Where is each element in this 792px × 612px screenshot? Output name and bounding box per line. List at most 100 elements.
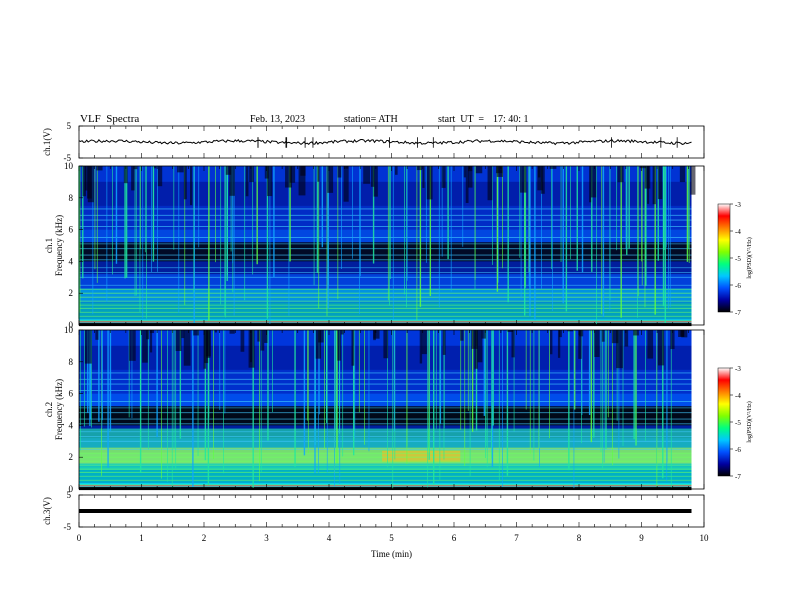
low-power-patch — [463, 166, 467, 178]
start-label: start UT = — [438, 114, 485, 125]
low-power-patch — [442, 330, 446, 355]
low-power-patch — [337, 166, 342, 178]
x-tick-label: 8 — [577, 533, 582, 543]
enhanced-band — [382, 450, 461, 462]
low-power-patch — [289, 166, 296, 183]
colorbar-tick-label: -6 — [735, 282, 741, 290]
low-power-patch — [540, 166, 545, 194]
low-power-patch — [460, 330, 464, 341]
colorbar-tick-label: -3 — [735, 365, 741, 373]
low-power-patch — [567, 330, 574, 332]
waveform-3 — [79, 494, 692, 528]
low-power-patch — [340, 330, 344, 335]
station-label: station= ATH — [344, 114, 398, 125]
low-power-patch — [123, 166, 128, 184]
x-tick-label: 1 — [139, 533, 144, 543]
date-label: Feb. 13, 2023 — [250, 114, 305, 125]
low-power-patch — [481, 330, 486, 339]
x-tick-label: 7 — [514, 533, 519, 543]
low-power-patch — [370, 166, 375, 187]
low-power-patch — [468, 166, 473, 172]
low-power-patch — [519, 166, 527, 193]
low-power-patch — [558, 330, 562, 338]
low-power-patch — [249, 166, 254, 183]
y-tick-label: -5 — [64, 522, 72, 532]
frequency-band — [79, 205, 692, 230]
low-power-patch — [647, 330, 654, 359]
x-tick-label: 2 — [202, 533, 207, 543]
low-freq-band — [79, 323, 692, 327]
frequency-band — [79, 393, 692, 407]
y-tick-label: 6 — [69, 389, 74, 399]
low-power-patch — [285, 166, 293, 188]
low-power-patch — [345, 166, 349, 169]
low-power-patch — [249, 330, 252, 363]
low-power-patch — [82, 166, 87, 197]
low-power-patch — [373, 330, 376, 341]
y-tick-label: 5 — [67, 121, 72, 131]
low-power-patch — [343, 166, 349, 202]
low-power-patch — [421, 330, 427, 355]
low-power-patch — [142, 330, 148, 363]
low-power-patch — [240, 330, 245, 352]
low-power-patch — [678, 330, 685, 338]
low-power-patch — [373, 166, 378, 197]
low-power-patch — [441, 166, 446, 188]
x-tick-label: 10 — [700, 533, 710, 543]
y-tick-label: 2 — [69, 288, 74, 298]
y-axis-label: ch.3(V) — [42, 497, 52, 525]
low-power-patch — [260, 330, 265, 351]
low-power-patch — [264, 166, 269, 179]
low-power-patch — [131, 166, 135, 191]
y-axis-channel-label: ch.2 — [44, 402, 54, 417]
y-tick-label: 2 — [69, 452, 74, 462]
y-axis-label: Frequency (kHz) — [54, 379, 64, 440]
low-power-patch — [426, 166, 433, 200]
low-power-patch — [153, 166, 157, 169]
low-power-patch — [149, 330, 153, 353]
low-power-patch — [416, 166, 423, 171]
low-power-patch — [468, 166, 473, 188]
y-axis-label: Frequency (kHz) — [54, 215, 64, 276]
y-tick-label: 0 — [69, 320, 74, 330]
low-power-patch — [267, 166, 273, 197]
low-power-patch — [511, 330, 515, 358]
colorbar-tick-label: -6 — [735, 446, 741, 454]
low-power-patch — [95, 330, 99, 340]
low-power-patch — [507, 330, 514, 333]
low-power-patch — [373, 330, 380, 339]
colorbar — [717, 367, 731, 477]
chart-title: VLF Spectra — [80, 113, 140, 125]
low-power-patch — [422, 166, 425, 188]
low-power-patch — [419, 330, 423, 364]
low-power-patch — [639, 166, 647, 169]
frequency-band — [79, 274, 692, 289]
y-tick-label: 4 — [69, 256, 74, 266]
x-tick-label: 4 — [327, 533, 332, 543]
frequency-band — [79, 302, 692, 319]
y-tick-label: 0 — [69, 484, 74, 494]
low-power-patch — [157, 166, 163, 187]
y-tick-label: 10 — [64, 325, 74, 335]
colorbar-tick-label: -5 — [735, 255, 741, 263]
low-power-patch — [214, 330, 217, 333]
low-power-patch — [315, 330, 322, 359]
low-power-patch — [465, 166, 469, 203]
low-power-patch — [337, 330, 341, 361]
low-power-patch — [590, 166, 597, 198]
low-power-patch — [475, 166, 483, 174]
y-tick-label: 6 — [69, 225, 74, 235]
low-power-patch — [264, 330, 268, 343]
frequency-band — [79, 406, 692, 426]
low-power-patch — [87, 166, 92, 199]
low-power-patch — [383, 330, 389, 359]
low-power-patch — [183, 330, 191, 366]
y-tick-label: 4 — [69, 420, 74, 430]
low-power-patch — [298, 166, 306, 196]
x-tick-label: 5 — [389, 533, 394, 543]
low-power-patch — [578, 330, 582, 359]
frequency-band — [79, 181, 692, 206]
x-tick-label: 3 — [264, 533, 269, 543]
low-power-patch — [471, 330, 478, 349]
